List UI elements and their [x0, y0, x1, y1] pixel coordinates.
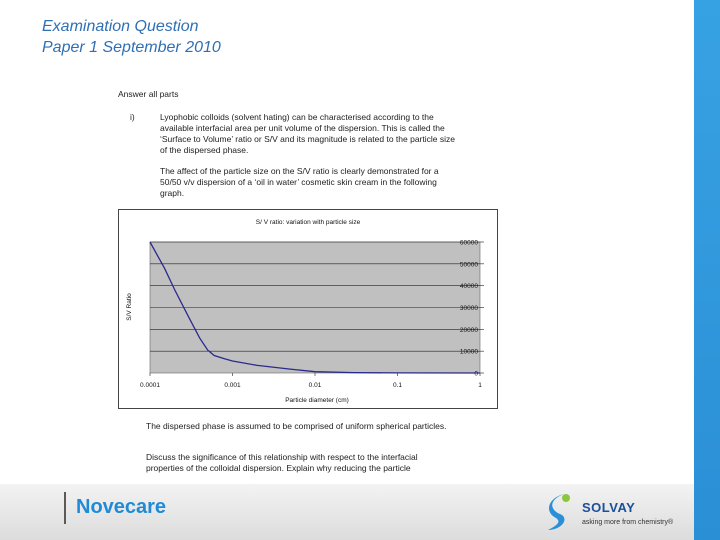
y-tick-label: 10000	[460, 349, 478, 356]
x-tick-label: 1	[478, 382, 482, 389]
series-line	[149, 241, 481, 374]
x-tick-label: 0.01	[309, 382, 322, 389]
y-axis-label: S/V Ratio	[126, 293, 133, 321]
y-tick-label: 60000	[460, 240, 478, 247]
x-tick-label: 0.1	[393, 382, 402, 389]
y-tick-label: 30000	[460, 305, 478, 312]
y-tick-label: 0	[474, 371, 478, 378]
y-tick-label: 40000	[460, 283, 478, 290]
question-paragraph-3: The dispersed phase is assumed to be com…	[146, 421, 447, 431]
chart-svg: S/ V ratio: variation with particle size…	[126, 219, 484, 404]
footer-band	[0, 484, 694, 540]
question-number: i)	[130, 112, 135, 122]
chart-title: S/ V ratio: variation with particle size	[256, 219, 361, 226]
answer-all-label: Answer all parts	[118, 89, 179, 99]
y-tick-label: 50000	[460, 261, 478, 268]
x-axis-label: Particle diameter (cm)	[285, 397, 349, 404]
slide-title-line2: Paper 1 September 2010	[42, 39, 221, 56]
y-tick-label: 20000	[460, 327, 478, 334]
x-tick-label: 0.001	[224, 382, 241, 389]
question-paragraph-2: The affect of the particle size on the S…	[160, 166, 439, 198]
question-paragraph-1: Lyophobic colloids (solvent hating) can …	[160, 112, 455, 155]
solvay-logo: SOLVAY asking more from chemistry®	[540, 488, 690, 534]
question-paragraph-4: Discuss the significance of this relatio…	[146, 452, 418, 473]
novecare-brand-text: Novecare	[76, 496, 167, 518]
right-accent-bar	[694, 0, 720, 540]
solvay-company-text: SOLVAY	[582, 500, 636, 515]
sv-ratio-chart: S/ V ratio: variation with particle size…	[118, 209, 498, 409]
slide-title: Examination Question Paper 1 September 2…	[42, 16, 221, 58]
novecare-logo: Novecare	[64, 492, 166, 524]
x-tick-label: 0.0001	[140, 382, 160, 389]
solvay-tagline: asking more from chemistry®	[582, 519, 674, 526]
slide-title-line1: Examination Question	[42, 18, 199, 35]
solvay-swoosh-icon	[548, 494, 570, 530]
